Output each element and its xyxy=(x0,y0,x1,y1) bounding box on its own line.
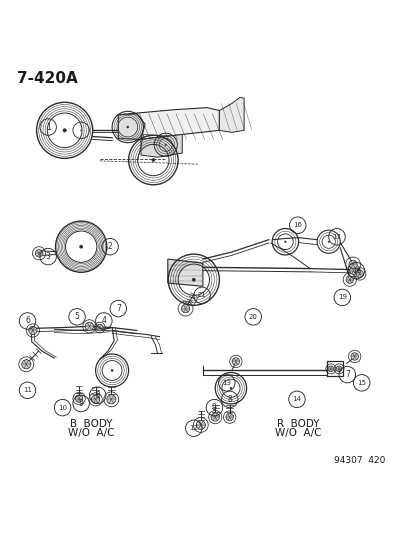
Text: 8: 8 xyxy=(227,395,232,404)
Circle shape xyxy=(165,144,166,146)
Text: B  BODY: B BODY xyxy=(70,419,112,429)
Text: 14: 14 xyxy=(292,397,301,402)
Text: 19: 19 xyxy=(337,294,346,301)
Text: 12: 12 xyxy=(189,425,198,431)
Circle shape xyxy=(22,360,31,369)
Circle shape xyxy=(348,260,356,269)
Circle shape xyxy=(355,270,363,278)
Circle shape xyxy=(63,128,66,132)
Circle shape xyxy=(211,413,219,421)
Text: 15: 15 xyxy=(356,380,365,386)
Text: 21: 21 xyxy=(197,293,206,298)
Circle shape xyxy=(85,322,93,330)
Text: 2: 2 xyxy=(107,242,112,251)
Text: 13: 13 xyxy=(222,380,231,386)
Circle shape xyxy=(28,326,37,335)
Circle shape xyxy=(230,387,231,389)
Text: 11: 11 xyxy=(23,387,32,393)
Text: 18: 18 xyxy=(351,268,360,273)
Circle shape xyxy=(181,304,189,313)
Text: 8: 8 xyxy=(95,391,100,400)
Text: R  BODY: R BODY xyxy=(276,419,318,429)
Circle shape xyxy=(35,249,43,257)
Text: 9: 9 xyxy=(78,399,83,408)
Text: 17: 17 xyxy=(332,234,341,240)
Polygon shape xyxy=(141,134,182,157)
Circle shape xyxy=(196,421,205,430)
Text: 94307  420: 94307 420 xyxy=(333,456,385,465)
Circle shape xyxy=(335,366,341,372)
Circle shape xyxy=(152,158,154,161)
Circle shape xyxy=(126,126,128,128)
Polygon shape xyxy=(128,108,219,140)
Circle shape xyxy=(232,358,239,365)
Circle shape xyxy=(345,276,353,284)
Circle shape xyxy=(192,278,195,281)
Text: 16: 16 xyxy=(292,222,301,228)
Circle shape xyxy=(75,395,83,402)
Text: W/O  A/C: W/O A/C xyxy=(68,428,114,438)
Circle shape xyxy=(284,241,285,243)
Polygon shape xyxy=(167,259,202,286)
Circle shape xyxy=(96,324,103,331)
Circle shape xyxy=(350,353,358,360)
Polygon shape xyxy=(219,98,244,132)
Circle shape xyxy=(79,245,83,248)
Circle shape xyxy=(327,241,329,243)
Circle shape xyxy=(225,414,233,421)
Circle shape xyxy=(91,395,100,403)
Text: 7: 7 xyxy=(116,304,121,313)
Circle shape xyxy=(327,366,333,372)
Circle shape xyxy=(111,369,113,372)
Text: 1: 1 xyxy=(46,123,50,132)
Circle shape xyxy=(107,395,116,404)
Text: 4: 4 xyxy=(101,317,106,326)
Text: 10: 10 xyxy=(58,405,67,410)
Text: 7-420A: 7-420A xyxy=(17,70,78,85)
Text: 3: 3 xyxy=(45,252,50,261)
Text: 20: 20 xyxy=(248,314,257,320)
Text: 9: 9 xyxy=(211,403,216,412)
Text: 5: 5 xyxy=(74,312,79,321)
Circle shape xyxy=(349,267,356,274)
Text: 7: 7 xyxy=(344,370,349,379)
Text: 6: 6 xyxy=(25,317,30,326)
Text: W/O  A/C: W/O A/C xyxy=(274,428,320,438)
Polygon shape xyxy=(118,114,145,140)
